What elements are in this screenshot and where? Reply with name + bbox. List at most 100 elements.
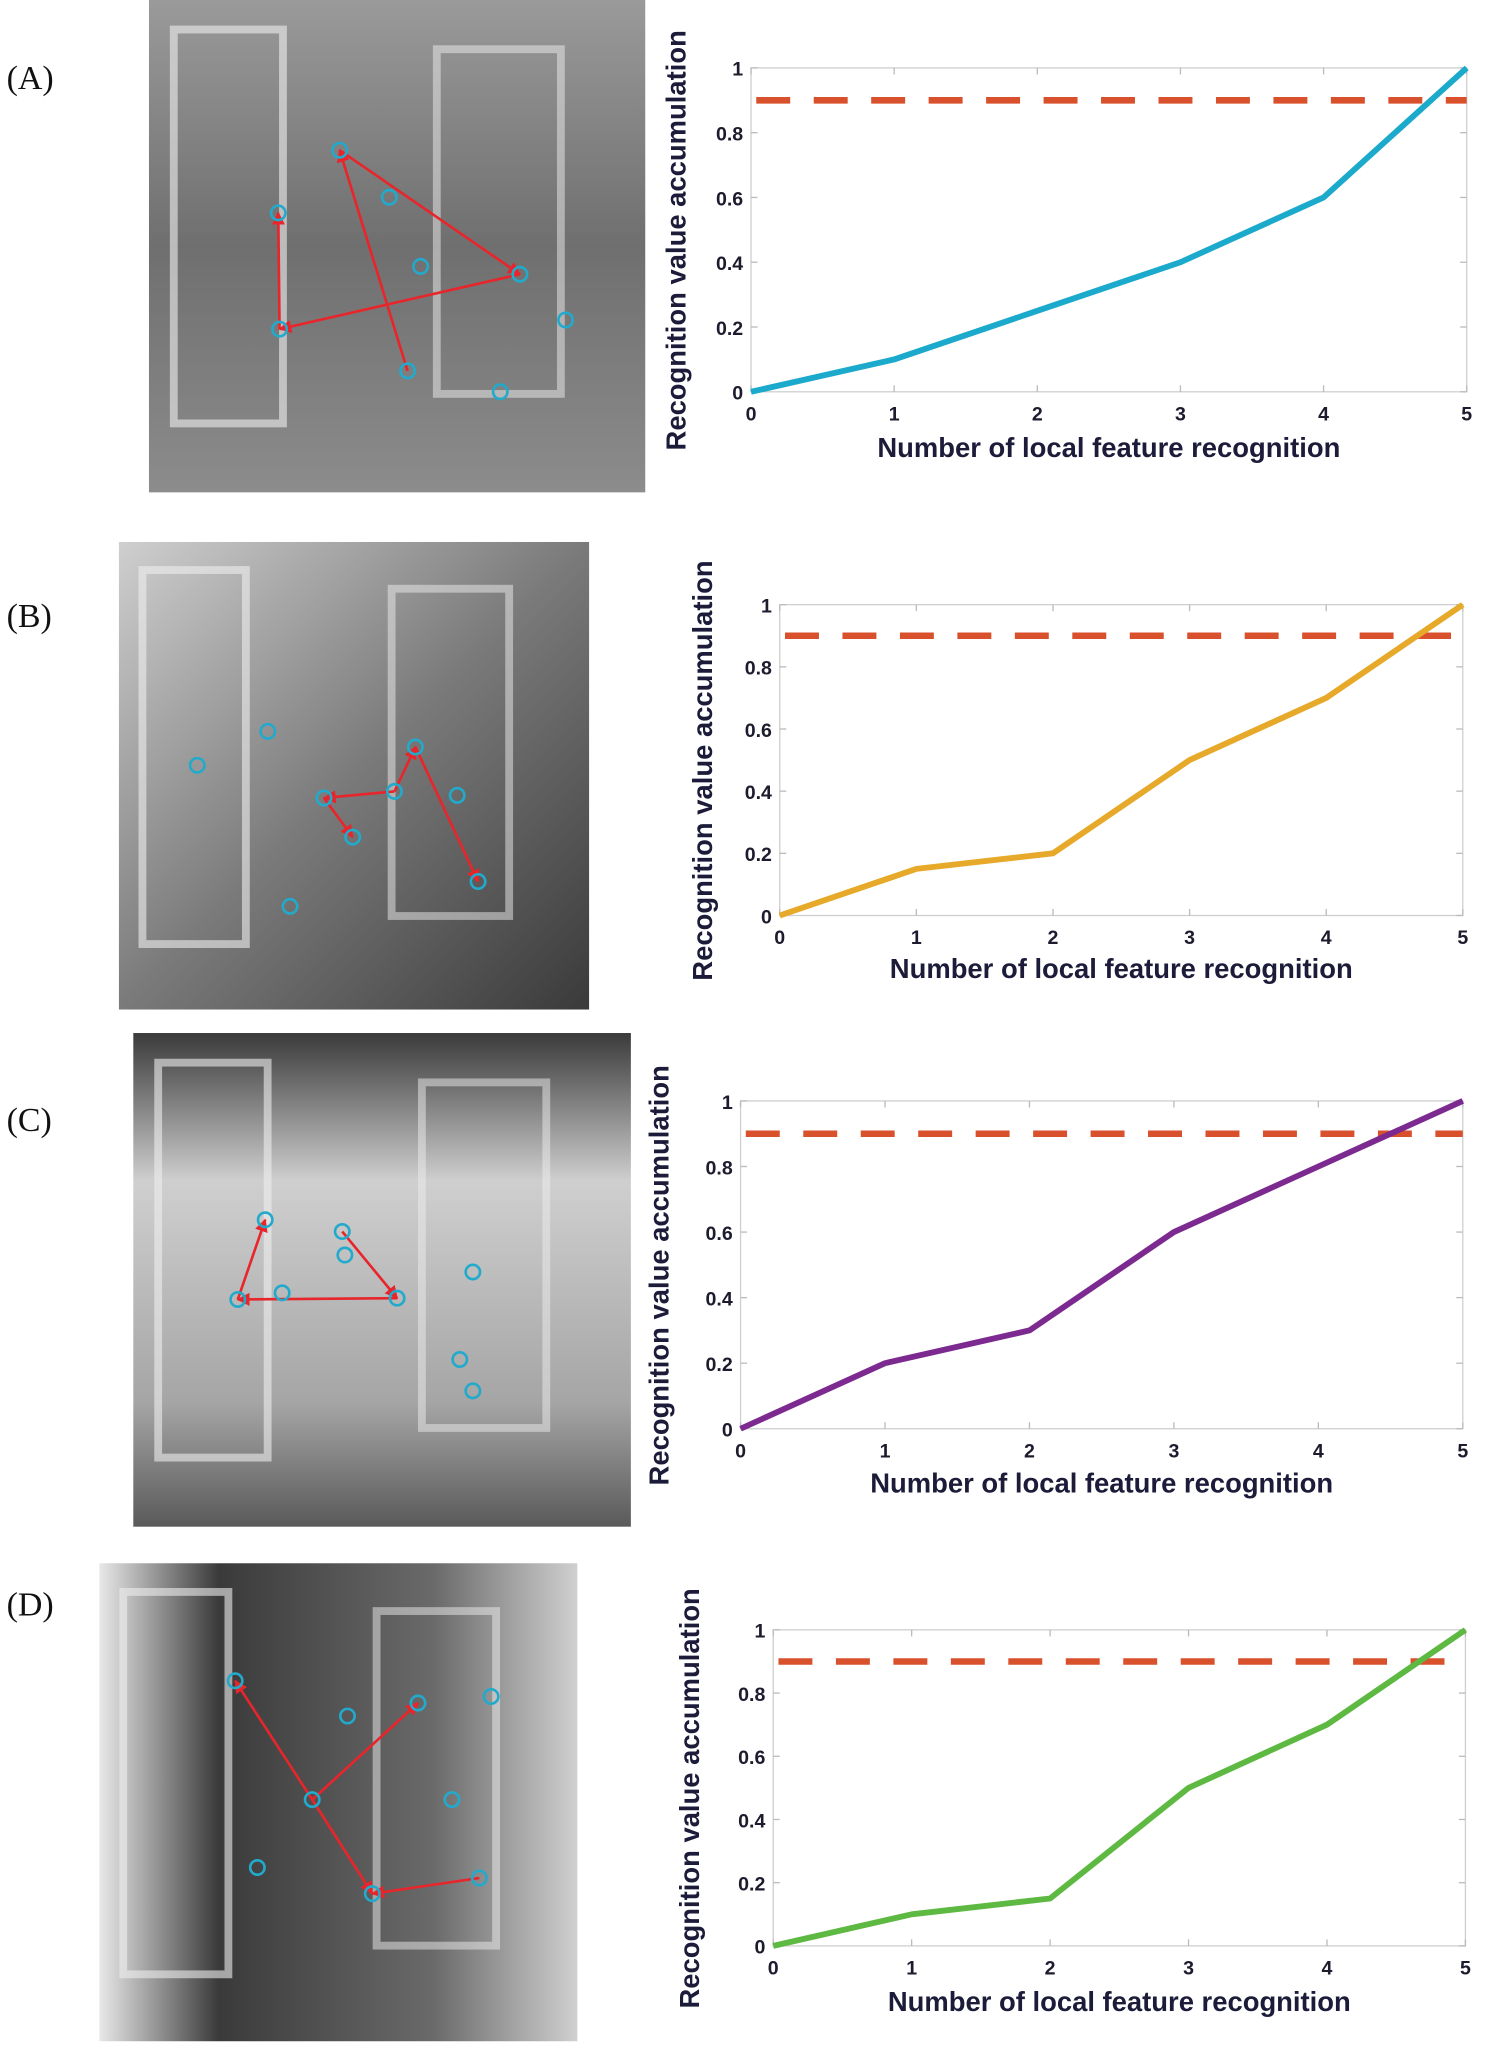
fixation-circle: [271, 320, 289, 338]
y-tick-label: 1: [722, 1092, 733, 1114]
panel-label: (A): [7, 60, 54, 97]
series-line: [778, 602, 1465, 919]
y-tick-label: 0.8: [716, 124, 743, 146]
x-tick-label: 2: [1024, 1440, 1035, 1462]
fixation-circle: [470, 1869, 488, 1887]
fixation-circle: [226, 1672, 244, 1690]
scanpath-arrow: [236, 1218, 268, 1300]
x-tick-label: 5: [1457, 927, 1468, 949]
scene-photo: [118, 541, 590, 1010]
y-tick-label: 0.8: [738, 1684, 765, 1706]
scanpath-arrow: [278, 272, 521, 333]
y-tick-label: 1: [732, 59, 743, 81]
x-tick-label: 3: [1175, 404, 1186, 426]
fixation-circle: [281, 897, 299, 915]
scanpath-arrow: [271, 211, 285, 330]
fixation-circle: [336, 1246, 354, 1264]
fixation-circle: [188, 756, 206, 774]
fixation-circle: [344, 828, 362, 846]
chart-c: 0 1 2 3 4 5 0 0.2 0.4 0.6 0.8 1 Number of local feat…: [644, 1065, 1469, 1499]
scanpath-arrow: [338, 149, 521, 276]
y-tick-label: 0.2: [706, 1354, 733, 1376]
x-tick-label: 3: [1168, 1440, 1179, 1462]
fixation-circle: [511, 265, 529, 283]
fixation-circle: [448, 786, 466, 804]
scanpath-arrow: [336, 148, 409, 372]
fixation-circle: [482, 1687, 500, 1705]
fixation-circle: [491, 383, 509, 401]
x-tick-label: 1: [906, 1958, 917, 1980]
series-line: [739, 1098, 1465, 1432]
scene-photo: [99, 1563, 578, 2042]
fixation-circle: [338, 1707, 356, 1725]
x-tick-label: 0: [746, 404, 757, 426]
fixation-circle: [464, 1382, 482, 1400]
x-axis-label: Number of local feature recognition: [870, 1468, 1333, 1499]
fixation-circle: [303, 1791, 321, 1809]
scanpath-arrow: [341, 1230, 399, 1300]
x-tick-label: 4: [1321, 927, 1332, 949]
y-tick-label: 0: [722, 1420, 733, 1442]
scanpath-arrow: [234, 1679, 314, 1801]
chart-b: 0 1 2 3 4 5 0 0.2 0.4 0.6 0.8 1 Number of local feat…: [687, 560, 1468, 984]
scanpath-arrow: [322, 790, 395, 804]
x-tick-label: 5: [1457, 1440, 1468, 1462]
fixation-circle: [229, 1290, 247, 1308]
fixation-circle: [273, 1284, 291, 1302]
x-axis-label: Number of local feature recognition: [877, 432, 1340, 463]
x-tick-label: 4: [1322, 1958, 1333, 1980]
y-axis-label: Recognition value accumulation: [687, 560, 718, 980]
y-tick-label: 1: [755, 1621, 766, 1643]
fixation-circle: [333, 1223, 351, 1241]
panel-label: (B): [7, 598, 52, 635]
x-axis-label: Number of local feature recognition: [890, 953, 1353, 984]
x-tick-label: 3: [1184, 927, 1195, 949]
series-line: [750, 65, 1469, 395]
series-line: [772, 1627, 1468, 1949]
scene-photo: [148, 0, 646, 493]
fixation-circle: [256, 1211, 274, 1229]
fixation-circle: [409, 1694, 427, 1712]
fixation-circle: [315, 789, 333, 807]
x-tick-label: 5: [1460, 1958, 1471, 1980]
y-tick-label: 0.6: [738, 1747, 765, 1769]
y-tick-label: 0: [761, 906, 772, 928]
chart-a: 0 1 2 3 4 5 0 0.2 0.4 0.6 0.8 1 Number of local feat…: [661, 30, 1473, 463]
x-tick-label: 2: [1032, 404, 1043, 426]
y-tick-label: 0.4: [738, 1810, 765, 1832]
x-tick-label: 1: [889, 404, 900, 426]
y-tick-label: 0.6: [745, 720, 772, 742]
fixation-circle: [363, 1885, 381, 1903]
x-tick-label: 5: [1461, 404, 1472, 426]
plot-area: [772, 1629, 1467, 1947]
panel-label: (C): [7, 1102, 52, 1139]
y-axis-label: Recognition value accumulation: [674, 1588, 705, 2008]
x-tick-label: 0: [768, 1958, 779, 1980]
panel-b: (B) 0 1 2 3 4 5 0 0.2 0.4 0.6 0.8 1 Number of local f…: [7, 541, 1468, 1010]
x-tick-label: 2: [1045, 1958, 1056, 1980]
scanpath-arrow: [311, 1702, 419, 1801]
x-tick-label: 0: [774, 927, 785, 949]
x-tick-label: 0: [735, 1440, 746, 1462]
panel-c: (C) 0 1 2 3 4 5 0 0.2 0.4 0.6 0.8 1 Number of local f…: [7, 1033, 1469, 1527]
chart-d: 0 1 2 3 4 5 0 0.2 0.4 0.6 0.8 1 Number of local feat…: [674, 1588, 1471, 2017]
x-tick-label: 4: [1313, 1440, 1324, 1462]
fixation-circle: [248, 1859, 266, 1877]
y-tick-label: 0.2: [716, 318, 743, 340]
fixation-circle: [399, 362, 417, 380]
y-tick-label: 0.6: [706, 1223, 733, 1245]
y-axis-label: Recognition value accumulation: [644, 1065, 675, 1485]
fixation-circle: [386, 782, 403, 800]
y-tick-label: 0: [755, 1937, 766, 1959]
fixation-circle: [380, 188, 398, 206]
fixation-circle: [451, 1351, 469, 1369]
fixation-circle: [469, 873, 487, 891]
fixation-circle: [331, 141, 349, 159]
panel-d: (D) 0 1 2 3 4 5 0 0.2 0.4 0.6 0.8 1 Number of local f…: [7, 1563, 1471, 2042]
scanpath-arrow: [371, 1876, 480, 1899]
y-tick-label: 0.6: [716, 188, 743, 210]
x-tick-label: 3: [1183, 1958, 1194, 1980]
y-tick-label: 0.2: [745, 844, 772, 866]
y-axis-label: Recognition value accumulation: [661, 30, 692, 450]
